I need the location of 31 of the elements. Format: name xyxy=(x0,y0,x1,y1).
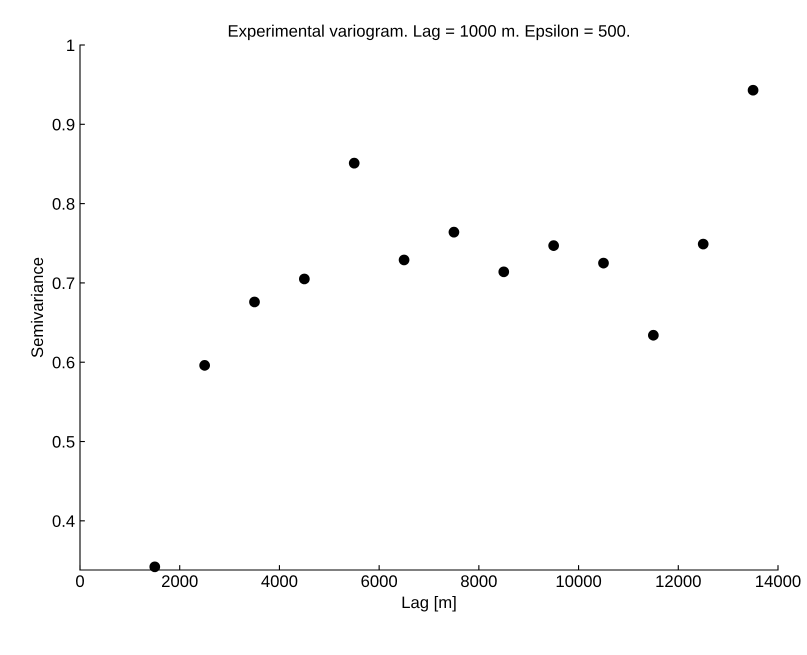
point xyxy=(598,258,609,268)
chart-title: Experimental variogram. Lag = 1000 m. Epsilon = 500. xyxy=(228,24,629,40)
point xyxy=(648,330,659,341)
x-tick-label: 8000 xyxy=(461,575,497,588)
y-tick-label: 0.4 xyxy=(52,515,75,528)
point xyxy=(498,266,510,278)
x-tick-label: 12000 xyxy=(656,575,701,588)
y-tick-label: 0.9 xyxy=(52,118,74,131)
point xyxy=(149,561,160,572)
point xyxy=(748,84,758,96)
point xyxy=(249,296,260,308)
y-axis-title: Semivariance xyxy=(30,258,44,358)
point xyxy=(348,158,360,169)
y-tick-label: 0.5 xyxy=(52,436,74,448)
y-tick-label: 0.8 xyxy=(52,198,74,210)
x-tick-label: 14000 xyxy=(756,575,801,588)
x-tick-label: 6000 xyxy=(361,575,398,588)
x-tick-label: 2000 xyxy=(162,575,198,588)
point xyxy=(199,360,210,371)
x-tick-label: 4000 xyxy=(261,575,298,588)
point xyxy=(398,254,410,266)
point xyxy=(448,226,460,238)
x-axis-title: Lag [m] xyxy=(402,596,456,612)
y-tick-label: 0.7 xyxy=(52,277,74,290)
x-tick-label: 0 xyxy=(76,575,84,588)
point xyxy=(698,238,709,250)
y-tick-label: 1 xyxy=(67,40,74,52)
y-tick-label: 0.6 xyxy=(52,356,74,368)
point xyxy=(299,274,310,284)
x-tick-label: 10000 xyxy=(556,575,602,588)
point xyxy=(548,240,559,251)
